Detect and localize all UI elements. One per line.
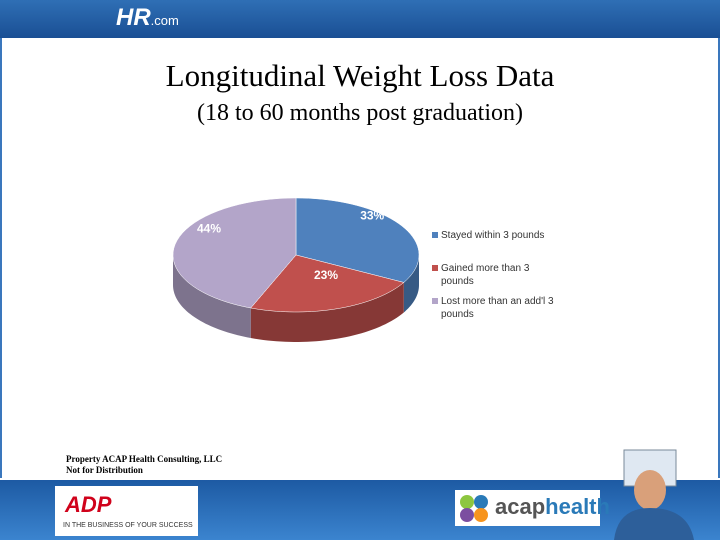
legend-item: Gained more than 3 pounds (432, 262, 562, 288)
adp-tagline: IN THE BUSINESS OF YOUR SUCCESS (63, 522, 193, 529)
data-label: 44% (197, 221, 221, 235)
slice-side (250, 282, 404, 342)
logo-suffix: .com (150, 13, 179, 28)
chart-subtitle: (18 to 60 months post graduation) (197, 100, 523, 126)
acap-text: acap (495, 494, 546, 519)
adp-logo: ADP IN THE BUSINESS OF YOUR SUCCESS (55, 486, 198, 536)
logo: HR.com (116, 4, 179, 32)
person-illustration (614, 449, 694, 540)
logo-text: HR (116, 4, 151, 31)
chart-title: Longitudinal Weight Loss Data (165, 58, 555, 93)
acap-text: health (545, 494, 610, 519)
acap-logo: acaphealth (455, 490, 610, 526)
slice-top (172, 197, 297, 309)
legend-swatch (432, 232, 438, 238)
header-bar (0, 0, 720, 38)
legend-swatch (432, 265, 438, 271)
data-label: 33% (360, 208, 384, 222)
note-line: Not for Distribution (66, 465, 143, 475)
data-label: 23% (314, 268, 338, 282)
legend-label: Lost more than an add'l 3 pounds (441, 296, 554, 320)
footnote: Property ACAP Health Consulting, LLC Not… (66, 454, 222, 476)
slice-top (250, 254, 405, 313)
slice-side (173, 255, 251, 338)
pie-slice (250, 254, 405, 342)
acap-icon (460, 495, 488, 522)
note-line: Property ACAP Health Consulting, LLC (66, 454, 223, 464)
pie-slice (172, 197, 297, 338)
legend-label: Gained more than 3 pounds (441, 263, 530, 287)
adp-text: ADP (65, 492, 112, 517)
legend-item: Stayed within 3 pounds (432, 229, 562, 242)
legend-label: Stayed within 3 pounds (441, 230, 545, 241)
legend-swatch (432, 298, 438, 304)
legend-item: Lost more than an add'l 3 pounds (432, 295, 562, 321)
slide-frame (0, 38, 720, 478)
slice-top (295, 197, 420, 283)
chart: 33% 23% 44% (172, 197, 420, 342)
pie-slice (295, 197, 420, 313)
